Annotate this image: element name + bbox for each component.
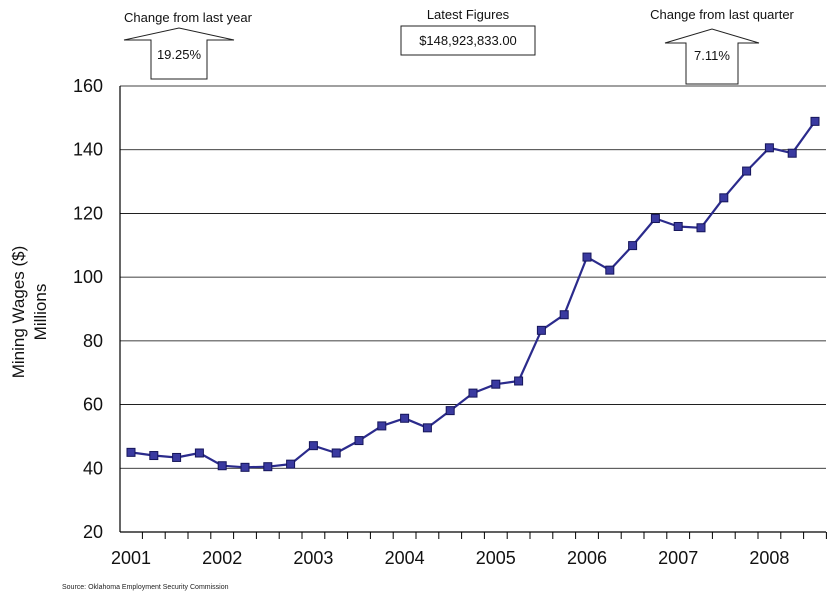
data-point xyxy=(149,451,159,461)
data-point xyxy=(810,116,820,126)
data-point xyxy=(422,423,432,433)
data-point xyxy=(354,436,364,446)
data-point xyxy=(605,265,615,275)
data-point xyxy=(217,461,227,471)
data-point xyxy=(468,388,478,398)
y-axis-title-line-1: Mining Wages ($) xyxy=(9,246,28,379)
data-point xyxy=(377,421,387,431)
data-point xyxy=(126,447,136,457)
gridlines xyxy=(120,85,826,469)
data-point xyxy=(628,241,638,251)
x-tick-labels: 2001 2002 2003 2004 2005 2006 2007 2008 xyxy=(111,548,789,568)
x-tick-label-2006: 2006 xyxy=(567,548,607,568)
qoq-label: Change from last quarter xyxy=(650,7,794,22)
axes xyxy=(119,86,827,539)
data-point xyxy=(172,452,182,462)
y-tick-label-20: 20 xyxy=(83,522,103,542)
y-tick-label-40: 40 xyxy=(83,458,103,478)
qoq-value: 7.11% xyxy=(694,48,730,63)
x-tick-label-2005: 2005 xyxy=(476,548,516,568)
data-point xyxy=(194,448,204,458)
qoq-up-arrow-icon xyxy=(664,28,760,85)
data-point xyxy=(240,462,250,472)
data-point xyxy=(787,148,797,158)
data-point xyxy=(536,325,546,335)
series-line xyxy=(130,120,816,469)
y-tick-label-80: 80 xyxy=(83,331,103,351)
data-point xyxy=(514,376,524,386)
data-point xyxy=(696,223,706,233)
data-point xyxy=(742,166,752,176)
y-tick-label-120: 120 xyxy=(73,203,103,223)
data-point xyxy=(491,379,501,389)
data-point xyxy=(582,252,592,262)
latest-value-box xyxy=(400,25,536,56)
data-point xyxy=(650,214,660,224)
data-point xyxy=(673,221,683,231)
data-point xyxy=(559,310,569,320)
yoy-indicator: Change from last year 19.25% xyxy=(123,10,253,80)
x-tick-label-2002: 2002 xyxy=(202,548,242,568)
latest-value: $148,923,833.00 xyxy=(419,33,517,48)
qoq-indicator: Change from last quarter 7.11% xyxy=(650,7,795,85)
data-point xyxy=(331,448,341,458)
x-tick-label-2004: 2004 xyxy=(385,548,425,568)
y-tick-label-140: 140 xyxy=(73,140,103,160)
data-point xyxy=(308,441,318,451)
data-point xyxy=(400,413,410,423)
x-tick-label-2001: 2001 xyxy=(111,548,151,568)
data-point xyxy=(764,143,774,153)
y-axis-title-line-2: Millions xyxy=(31,284,50,341)
x-tick-label-2008: 2008 xyxy=(749,548,789,568)
data-point xyxy=(445,406,455,416)
data-point xyxy=(286,459,296,469)
y-tick-labels: 20 40 60 80 100 120 140 160 xyxy=(73,76,103,542)
yoy-up-arrow-icon xyxy=(123,27,235,80)
yoy-value: 19.25% xyxy=(157,47,202,62)
x-tick-label-2007: 2007 xyxy=(658,548,698,568)
source-note: Source: Oklahoma Employment Security Com… xyxy=(62,584,229,591)
yoy-label: Change from last year xyxy=(124,10,253,25)
latest-label: Latest Figures xyxy=(427,7,510,22)
plot-area xyxy=(126,116,820,472)
y-tick-label-60: 60 xyxy=(83,395,103,415)
y-tick-label-160: 160 xyxy=(73,76,103,96)
data-point xyxy=(263,462,273,472)
data-point xyxy=(719,193,729,203)
x-tick-label-2003: 2003 xyxy=(293,548,333,568)
y-tick-label-100: 100 xyxy=(73,267,103,287)
latest-indicator: Latest Figures $148,923,833.00 xyxy=(400,7,536,56)
